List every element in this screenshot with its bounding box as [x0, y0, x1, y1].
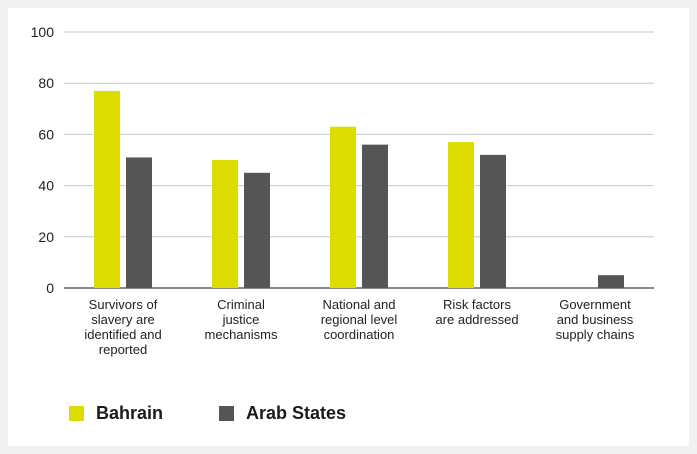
y-tick-label-0: 0	[46, 280, 54, 296]
y-tick-label-60: 60	[38, 126, 54, 142]
bar-arab-states-4	[598, 275, 624, 288]
y-tick-label-80: 80	[38, 75, 54, 91]
bar-arab-states-0	[126, 157, 152, 288]
y-tick-label-20: 20	[38, 229, 54, 245]
legend-item-arab-states: Arab States	[219, 403, 346, 424]
y-tick-label-40: 40	[38, 178, 54, 194]
legend-item-bahrain: Bahrain	[69, 403, 163, 424]
bar-arab-states-1	[244, 172, 270, 288]
x-category-label-2: National and regional level coordination	[321, 297, 398, 342]
x-axis-category-labels: Survivors of slavery are identified and rep…	[84, 297, 635, 357]
bar-bahrain-1	[212, 160, 238, 288]
legend-swatch-bahrain	[69, 406, 84, 421]
legend: Bahrain Arab States	[69, 403, 402, 424]
bar-arab-states-2	[362, 144, 388, 288]
x-category-label-4: Government and business supply chains	[556, 297, 635, 342]
x-category-label-3: Risk factors are addressed	[435, 297, 518, 327]
y-axis-tick-labels: 0 20 40 60 80 100	[31, 24, 55, 296]
legend-label-arab-states: Arab States	[246, 403, 347, 423]
x-category-label-0: Survivors of slavery are identified and rep…	[84, 297, 161, 357]
legend-swatch-arab-states	[219, 406, 235, 421]
legend-label-bahrain: Bahrain	[96, 403, 164, 423]
bar-bahrain-0	[94, 90, 120, 288]
bars	[94, 90, 624, 288]
grid-lines	[64, 31, 654, 289]
y-tick-label-100: 100	[31, 24, 55, 40]
bar-bahrain-3	[448, 142, 474, 288]
x-category-label-1: Criminal justice mechanisms	[205, 297, 278, 342]
bar-arab-states-3	[480, 154, 506, 288]
bar-bahrain-2	[330, 126, 356, 288]
